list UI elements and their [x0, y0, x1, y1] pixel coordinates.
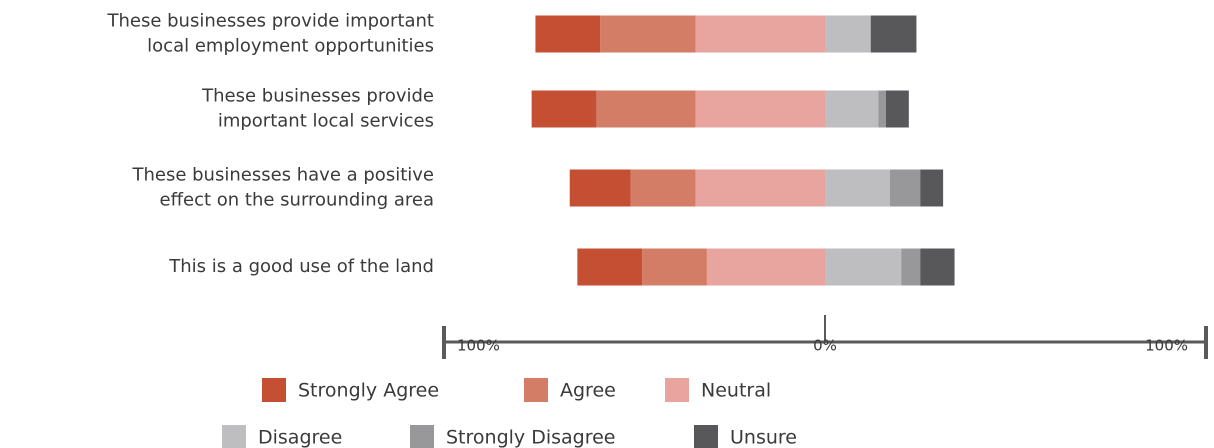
bar-segment [600, 15, 696, 53]
legend-label: Neutral [701, 380, 771, 402]
bar-segment [885, 90, 909, 128]
bar-segment [706, 248, 825, 286]
legend-label: Disagree [258, 427, 342, 448]
bar-segment [825, 248, 902, 286]
legend-label: Agree [560, 380, 616, 402]
category-line: These businesses provide [201, 86, 434, 107]
x-tick-label: 100% [457, 337, 500, 355]
bar-segment [695, 169, 825, 207]
legend-swatch [410, 425, 434, 448]
bar-segment [535, 15, 601, 53]
bar-segment [596, 90, 696, 128]
bar-segment [825, 169, 890, 207]
legend-swatch [262, 378, 286, 402]
bar-segment [577, 248, 643, 286]
legend-label: Strongly Disagree [446, 427, 615, 448]
category-line: These businesses have a positive [131, 165, 434, 186]
category-line: local employment opportunities [147, 36, 434, 57]
category-line: important local services [218, 111, 434, 132]
bar-segment [870, 15, 917, 53]
legend-swatch [222, 425, 246, 448]
category-label: These businesses provide important local … [106, 11, 434, 57]
bar-segment [825, 90, 879, 128]
bar-segment [630, 169, 696, 207]
bar-segment [695, 15, 825, 53]
bar-segment [825, 15, 871, 53]
bar-segment [569, 169, 631, 207]
legend-label: Unsure [730, 427, 797, 448]
category-label: These businesses provide important local … [201, 86, 434, 132]
bar-segment [531, 90, 597, 128]
category-label: This is a good use of the land [168, 256, 434, 277]
bar-segment [889, 169, 921, 207]
bar-segment [920, 248, 955, 286]
x-tick-label: 100% [1145, 337, 1188, 355]
bar-segment [920, 169, 944, 207]
legend-swatch [665, 378, 689, 402]
category-line: This is a good use of the land [168, 256, 434, 277]
legend-swatch [524, 378, 548, 402]
bar-segment [695, 90, 825, 128]
bar-segment [642, 248, 707, 286]
category-line: These businesses provide important [106, 11, 434, 32]
bar-segment [901, 248, 921, 286]
bar-segment [878, 90, 886, 128]
x-tick-label: 0% [813, 337, 837, 355]
category-line: effect on the surrounding area [160, 190, 434, 211]
legend-swatch [694, 425, 718, 448]
legend-label: Strongly Agree [298, 380, 439, 402]
category-label: These businesses have a positive effect o… [131, 165, 434, 211]
